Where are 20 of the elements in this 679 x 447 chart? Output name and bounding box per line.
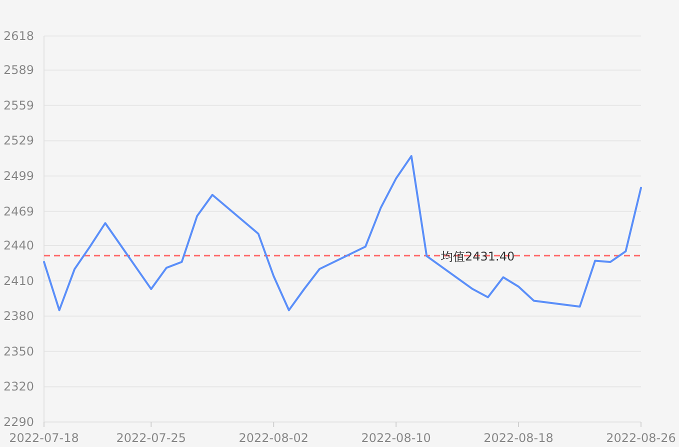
y-tick-label: 2529 — [3, 134, 34, 148]
x-tick-label: 2022-08-26 — [606, 431, 676, 445]
x-tick-label: 2022-08-18 — [484, 431, 554, 445]
y-tick-label: 2320 — [3, 380, 34, 394]
y-tick-label: 2469 — [3, 204, 34, 218]
x-tick-label: 2022-07-18 — [9, 431, 79, 445]
y-tick-label: 2290 — [3, 415, 34, 429]
ref-line-label: 均值2431.40 — [440, 250, 515, 264]
y-tick-label: 2440 — [3, 238, 34, 252]
y-tick-label: 2618 — [3, 29, 34, 43]
y-tick-label: 2380 — [3, 309, 34, 324]
y-tick-label: 2589 — [3, 63, 34, 78]
x-tick-label: 2022-08-02 — [238, 431, 308, 445]
y-tick-label: 2499 — [3, 169, 34, 184]
x-tick-label: 2022-08-10 — [361, 431, 431, 445]
y-tick-label: 2559 — [3, 98, 34, 112]
y-tick-label: 2410 — [3, 274, 34, 288]
y-tick-label: 2350 — [3, 344, 34, 358]
line-series — [43, 155, 642, 312]
x-tick-label: 2022-07-25 — [116, 431, 186, 445]
